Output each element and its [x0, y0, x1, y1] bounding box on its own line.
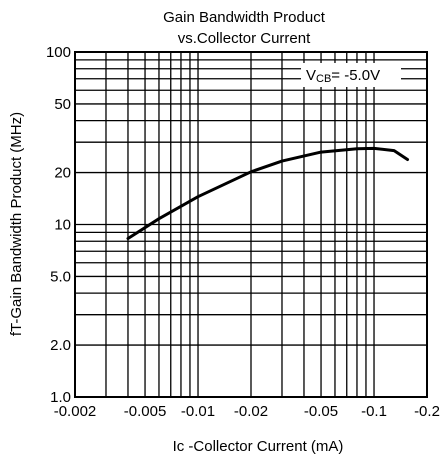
x-tick-label: -0.02: [234, 403, 268, 420]
x-tick-label: -0.01: [181, 403, 215, 420]
y-tick-label: 1.0: [50, 389, 71, 406]
vcb-annotation: VCB= -5.0V: [301, 63, 401, 87]
y-tick-label: 10: [54, 217, 71, 234]
y-axis-label: fT-Gain Bandwidth Product (MHz): [8, 112, 25, 336]
vcb-annotation-subscript: CB: [316, 73, 331, 85]
series-layer: [126, 146, 409, 240]
vcb-annotation-suffix: = -5.0V: [331, 67, 380, 84]
y-tick-labels: 1.0 2.0 5.0 10 20 50 100: [46, 44, 71, 406]
vcb-annotation-text: VCB= -5.0V: [306, 67, 380, 85]
y-tick-label: 20: [54, 165, 71, 182]
x-tick-label: -0.2: [414, 403, 440, 420]
chart-title: Gain Bandwidth Product: [163, 9, 326, 26]
x-tick-labels: -0.002 -0.005 -0.01 -0.02 -0.05 -0.1 -0.2: [54, 403, 440, 420]
plot-frame: [74, 51, 428, 398]
x-tick-label: -0.002: [54, 403, 97, 420]
x-tick-label: -0.1: [361, 403, 387, 420]
y-tick-label: 5.0: [50, 268, 71, 285]
x-tick-label: -0.005: [124, 403, 167, 420]
y-tick-label: 100: [46, 44, 71, 61]
x-axis-label: Ic -Collector Current (mA): [173, 438, 344, 455]
vcb-annotation-background: [301, 63, 401, 87]
y-tick-label: 50: [54, 96, 71, 113]
y-tick-label: 2.0: [50, 337, 71, 354]
series-line: [126, 146, 409, 240]
vcb-annotation-prefix: V: [306, 67, 316, 84]
x-tick-label: -0.05: [304, 403, 338, 420]
chart-subtitle: vs.Collector Current: [178, 30, 311, 47]
grid: [75, 52, 427, 397]
